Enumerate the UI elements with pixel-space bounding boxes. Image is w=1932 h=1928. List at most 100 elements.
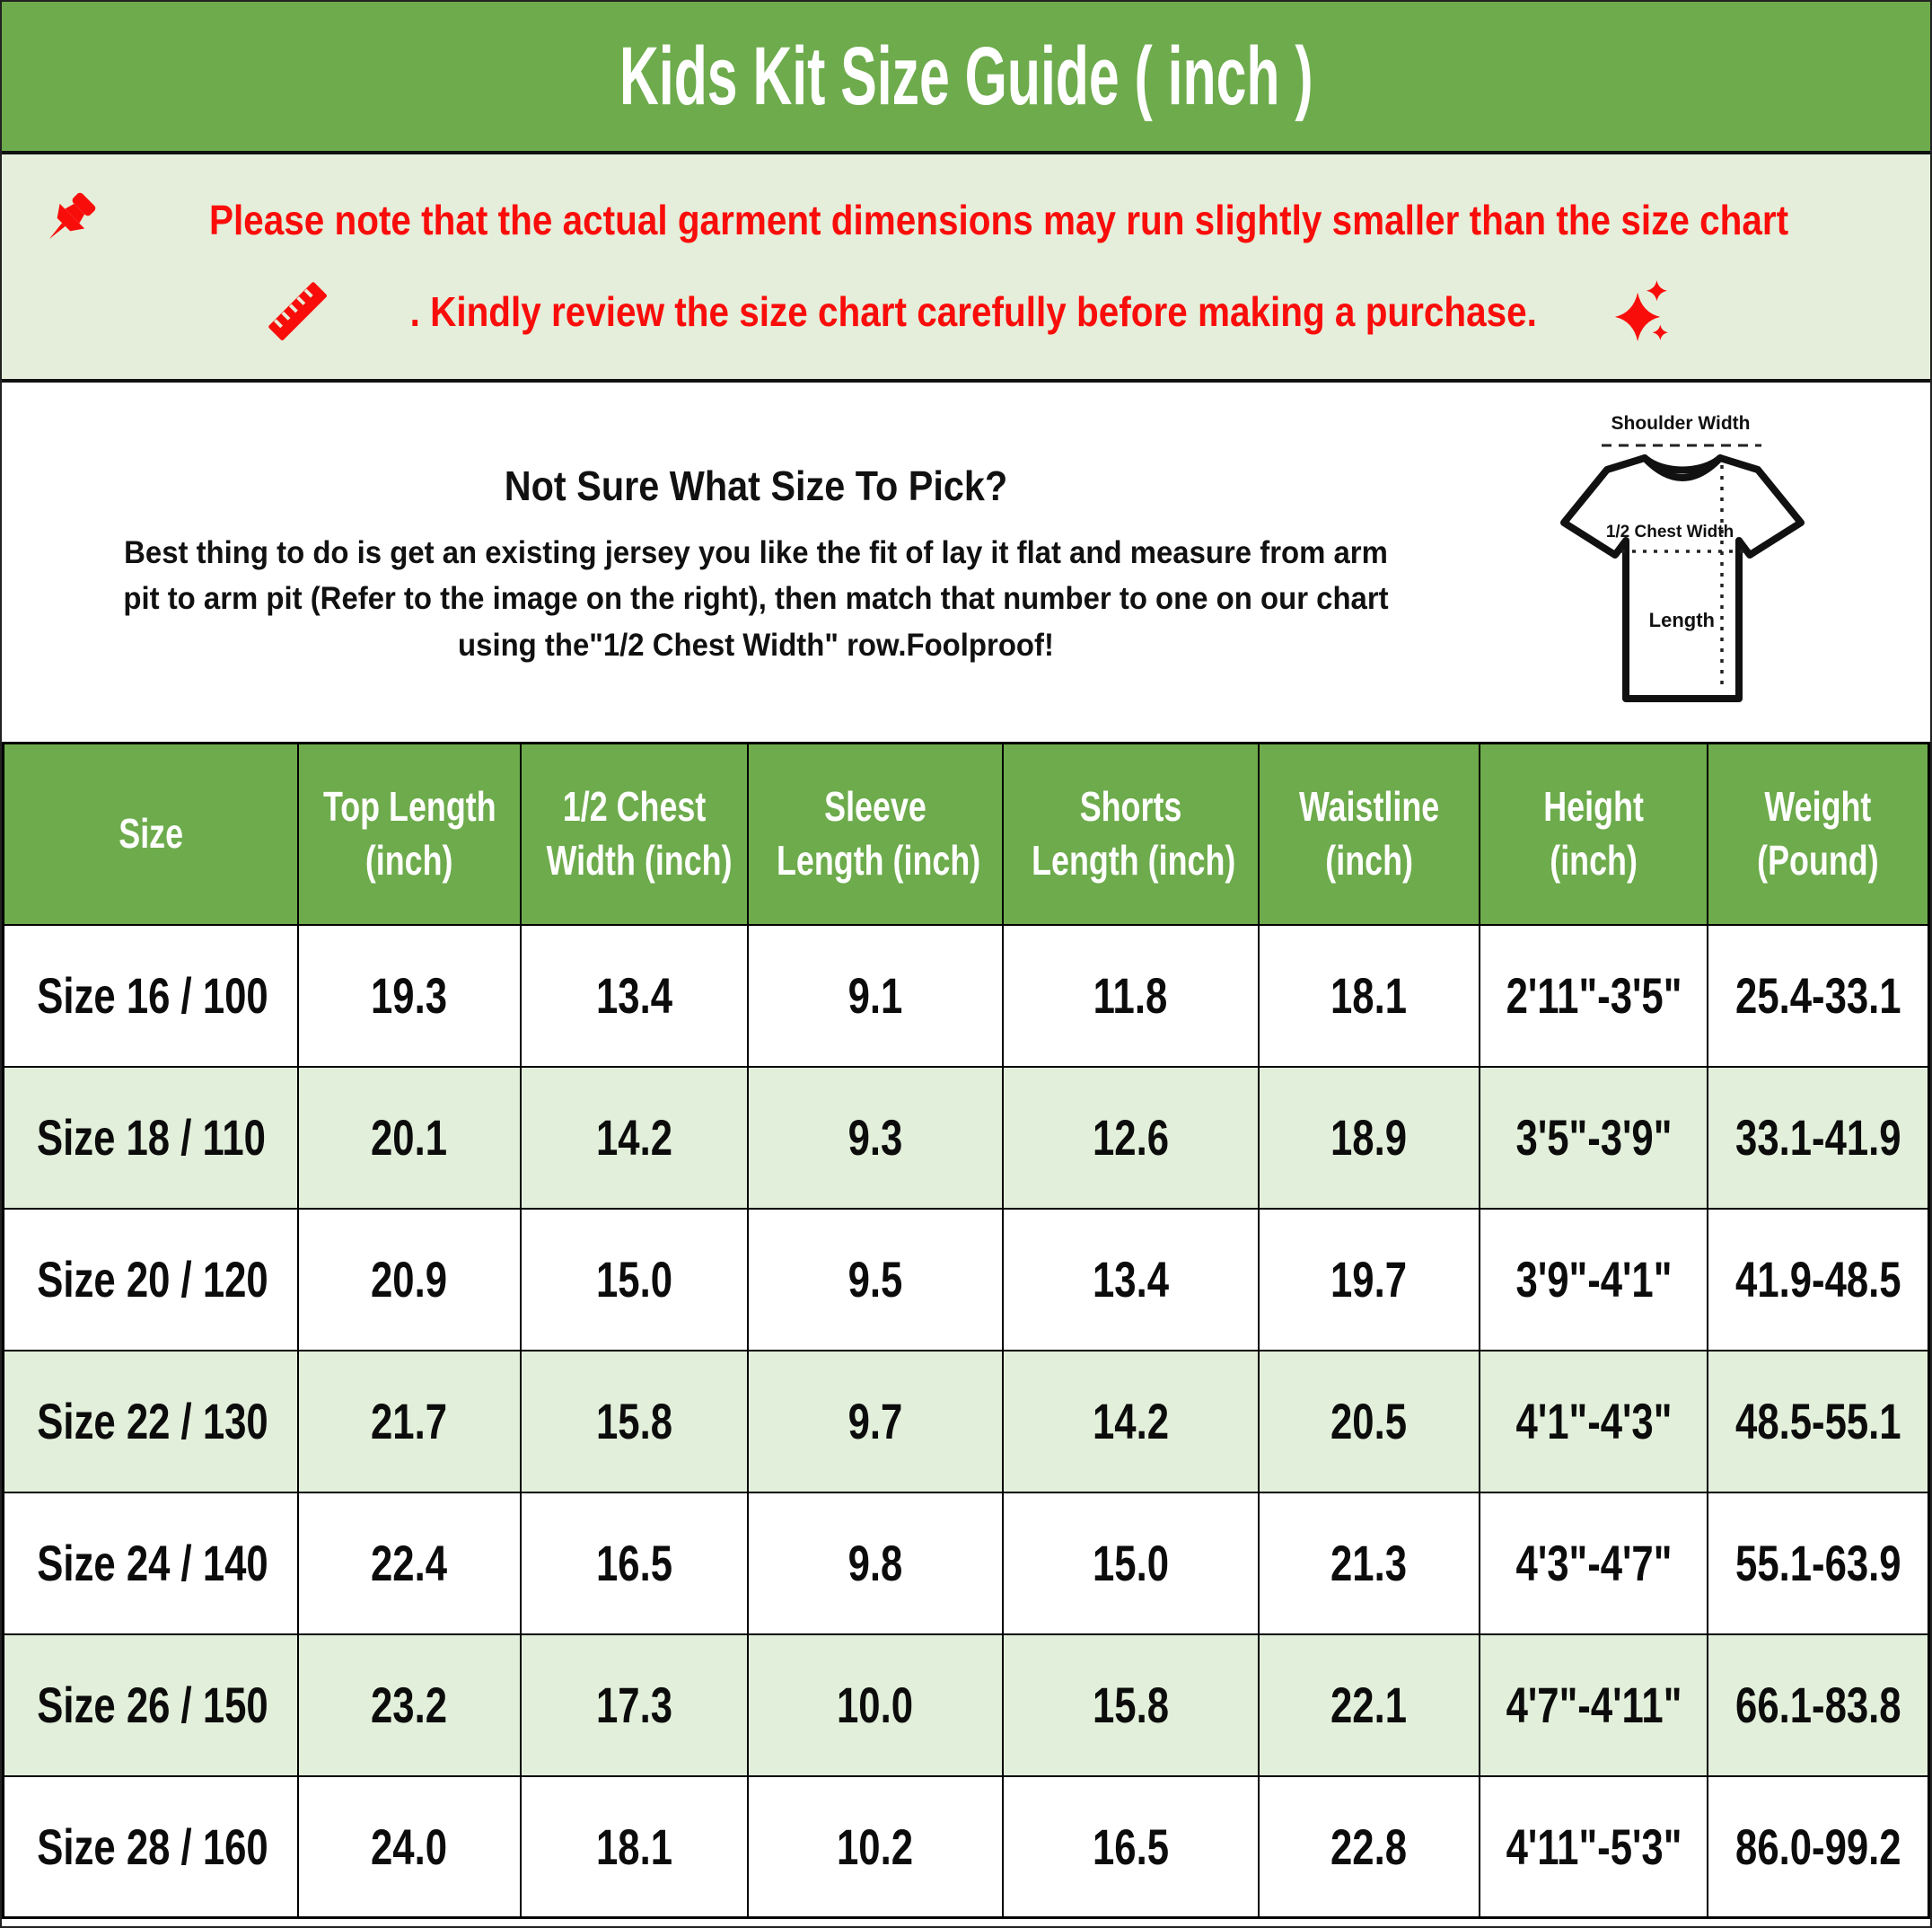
cell-text: Size 20 / 120 bbox=[37, 1251, 268, 1307]
value-cell: 9.7 bbox=[746, 1349, 1004, 1493]
value-cell: 12.6 bbox=[1001, 1065, 1260, 1210]
info-body-line: pit to arm pit (Refer to the image on th… bbox=[123, 581, 1389, 617]
cell-text: 15.0 bbox=[1092, 1535, 1169, 1591]
tshirt-outline bbox=[1560, 454, 1805, 702]
ruler-icon bbox=[263, 277, 333, 347]
info-text-block: Not Sure What Size To Pick? Best thing t… bbox=[2, 383, 1510, 742]
notice-banner: Please note that the actual garment dime… bbox=[2, 154, 1930, 383]
column-header-line: Top Length bbox=[323, 782, 496, 830]
tshirt-diagram: Shoulder Width 1/2 Chest Width Length bbox=[1510, 383, 1930, 742]
value-cell: 20.1 bbox=[297, 1065, 522, 1210]
column-header-line: 1/2 Chest bbox=[562, 782, 706, 830]
value-cell: 15.8 bbox=[1001, 1633, 1260, 1777]
column-header-line: (inch) bbox=[1550, 836, 1638, 884]
column-header-line: Shorts bbox=[1079, 782, 1182, 830]
info-body-line: Best thing to do is get an existing jers… bbox=[124, 534, 1388, 570]
column-header-line: Height bbox=[1543, 782, 1644, 830]
cell-text: 3'5"-3'9" bbox=[1515, 1109, 1673, 1166]
column-header-line: Size bbox=[119, 809, 184, 857]
cell-text: 11.8 bbox=[1093, 967, 1168, 1024]
column-header-line: (inch) bbox=[1325, 836, 1413, 884]
table-row: Size 26 / 150 23.2 17.3 10.0 15.8 22.1 4'7"-4'… bbox=[2, 1633, 1930, 1777]
column-header-line: Length (inch) bbox=[776, 836, 980, 884]
page-title: Kids Kit Size Guide ( inch ) bbox=[619, 30, 1313, 122]
cell-text: 66.1-83.8 bbox=[1734, 1677, 1901, 1733]
value-cell: 10.2 bbox=[746, 1774, 1004, 1919]
size-cell: Size 22 / 130 bbox=[2, 1349, 300, 1493]
value-cell: 86.0-99.2 bbox=[1707, 1774, 1930, 1919]
length-label: Length bbox=[1649, 609, 1715, 631]
value-cell: 3'5"-3'9" bbox=[1479, 1065, 1709, 1210]
value-cell: 22.8 bbox=[1257, 1774, 1481, 1919]
value-cell: 55.1-63.9 bbox=[1707, 1491, 1930, 1635]
column-header-line: Waistline bbox=[1298, 782, 1439, 830]
size-cell: Size 28 / 160 bbox=[2, 1774, 300, 1919]
info-heading: Not Sure What Size To Pick? bbox=[504, 462, 1008, 509]
value-cell: 9.1 bbox=[746, 923, 1004, 1068]
value-cell: 33.1-41.9 bbox=[1707, 1065, 1930, 1210]
column-header-line: Length (inch) bbox=[1031, 836, 1236, 884]
value-cell: 16.5 bbox=[1001, 1774, 1260, 1919]
cell-text: 17.3 bbox=[595, 1677, 672, 1733]
cell-text: Size 26 / 150 bbox=[37, 1677, 268, 1733]
value-cell: 18.1 bbox=[1257, 923, 1481, 1068]
cell-text: 12.6 bbox=[1092, 1109, 1169, 1166]
column-header: Size bbox=[2, 742, 300, 926]
cell-text: 3'9"-4'1" bbox=[1515, 1251, 1673, 1307]
cell-text: 15.0 bbox=[595, 1251, 672, 1307]
cell-text: 4'3"-4'7" bbox=[1515, 1535, 1673, 1591]
value-cell: 19.3 bbox=[297, 923, 522, 1068]
column-header-line: (Pound) bbox=[1757, 836, 1879, 884]
value-cell: 22.1 bbox=[1257, 1633, 1481, 1777]
value-cell: 23.2 bbox=[297, 1633, 522, 1777]
cell-text: 9.7 bbox=[847, 1393, 903, 1449]
cell-text: 48.5-55.1 bbox=[1734, 1393, 1901, 1449]
value-cell: 9.3 bbox=[746, 1065, 1004, 1210]
cell-text: 4'7"-4'11" bbox=[1506, 1677, 1682, 1733]
cell-text: 9.5 bbox=[847, 1251, 903, 1307]
table-row: Size 28 / 160 24.0 18.1 10.2 16.5 22.8 4'11"-5… bbox=[2, 1774, 1930, 1919]
cell-text: 10.0 bbox=[837, 1677, 914, 1733]
column-header: 1/2 Chest Width (inch) bbox=[519, 742, 749, 926]
size-cell: Size 18 / 110 bbox=[2, 1065, 300, 1210]
value-cell: 24.0 bbox=[297, 1774, 522, 1919]
value-cell: 9.8 bbox=[746, 1491, 1004, 1635]
value-cell: 13.4 bbox=[1001, 1207, 1260, 1351]
cell-text: 13.4 bbox=[595, 967, 672, 1024]
cell-text: 20.9 bbox=[371, 1251, 448, 1307]
table-row: Size 16 / 100 19.3 13.4 9.1 11.8 18.1 2'11"-3'… bbox=[2, 923, 1930, 1068]
size-table-head: Size Top Length (inch) 1/2 Chest Width (inch… bbox=[2, 742, 1930, 926]
value-cell: 10.0 bbox=[746, 1633, 1004, 1777]
notice-line-1: Please note that the actual garment dime… bbox=[35, 187, 1896, 253]
cell-text: 20.1 bbox=[371, 1109, 448, 1166]
cell-text: 19.3 bbox=[371, 967, 448, 1024]
column-header: Sleeve Length (inch) bbox=[746, 742, 1004, 926]
column-header-line: (inch) bbox=[365, 836, 453, 884]
cell-text: 9.1 bbox=[847, 967, 903, 1024]
value-cell: 4'11"-5'3" bbox=[1479, 1774, 1709, 1919]
value-cell: 13.4 bbox=[519, 923, 749, 1068]
value-cell: 66.1-83.8 bbox=[1707, 1633, 1930, 1777]
cell-text: Size 16 / 100 bbox=[37, 967, 268, 1024]
cell-text: 23.2 bbox=[371, 1677, 448, 1733]
value-cell: 11.8 bbox=[1001, 923, 1260, 1068]
value-cell: 21.7 bbox=[297, 1349, 522, 1493]
size-table: Size Top Length (inch) 1/2 Chest Width (inch… bbox=[2, 742, 1930, 1919]
value-cell: 41.9-48.5 bbox=[1707, 1207, 1930, 1351]
value-cell: 20.5 bbox=[1257, 1349, 1481, 1493]
column-header-line: Width (inch) bbox=[546, 836, 733, 884]
cell-text: 14.2 bbox=[1092, 1393, 1169, 1449]
cell-text: 15.8 bbox=[1092, 1677, 1169, 1733]
value-cell: 17.3 bbox=[519, 1633, 749, 1777]
column-header-line: Weight bbox=[1764, 782, 1872, 830]
cell-text: 86.0-99.2 bbox=[1734, 1818, 1901, 1875]
value-cell: 18.1 bbox=[519, 1774, 749, 1919]
cell-text: 13.4 bbox=[1092, 1251, 1169, 1307]
value-cell: 20.9 bbox=[297, 1207, 522, 1351]
size-table-body: Size 16 / 100 19.3 13.4 9.1 11.8 18.1 2'11"-3'… bbox=[2, 923, 1930, 1919]
table-row: Size 20 / 120 20.9 15.0 9.5 13.4 19.7 3'9"-4'1… bbox=[2, 1207, 1930, 1351]
size-cell: Size 24 / 140 bbox=[2, 1491, 300, 1635]
cell-text: 25.4-33.1 bbox=[1734, 967, 1901, 1024]
cell-text: 9.3 bbox=[847, 1109, 903, 1166]
